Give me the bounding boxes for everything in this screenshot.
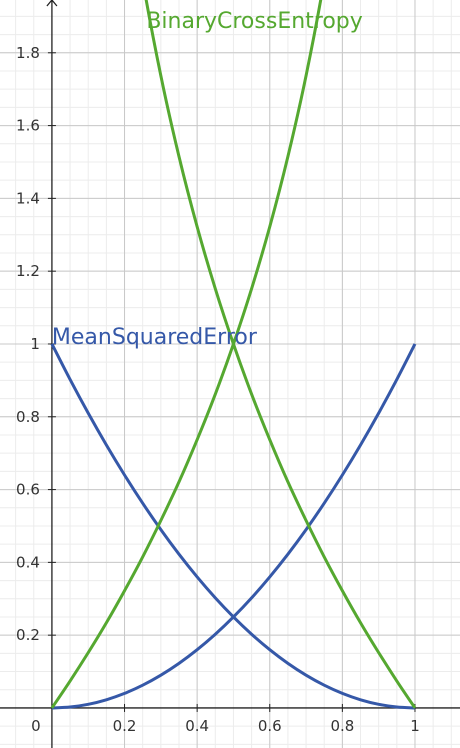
y-tick-label: 1.6 xyxy=(16,117,40,135)
curve xyxy=(50,0,323,709)
x-tick-label: 0.6 xyxy=(258,717,282,735)
curve xyxy=(144,0,417,709)
axis-arrow xyxy=(46,0,58,7)
y-tick-label: 1 xyxy=(30,335,40,353)
x-tick-label: 0.2 xyxy=(113,717,137,735)
x-tick-label: 0 xyxy=(31,717,41,735)
y-tick-label: 1.2 xyxy=(16,262,40,280)
y-tick-label: 0.6 xyxy=(16,481,40,499)
labels: 0 0.2 0.4 0.6 0.8 1 0.2 0.4 0.6 0.8 1 1.2 1.4 1.6 1.8 M… xyxy=(16,9,420,735)
x-tick-label: 0.4 xyxy=(185,717,209,735)
curves xyxy=(50,0,417,710)
y-tick-label: 1.8 xyxy=(16,44,40,62)
x-tick-label: 0.8 xyxy=(330,717,354,735)
y-tick-label: 0.4 xyxy=(16,553,40,571)
curve-label: BinaryCrossEntropy xyxy=(146,9,362,34)
y-tick-label: 0.2 xyxy=(16,626,40,644)
y-tick-label: 1.4 xyxy=(16,189,40,207)
curve xyxy=(50,343,416,710)
x-tick-label: 1 xyxy=(410,717,420,735)
y-tick-label: 0.8 xyxy=(16,408,40,426)
curve-label: MeanSquaredError xyxy=(52,325,258,350)
